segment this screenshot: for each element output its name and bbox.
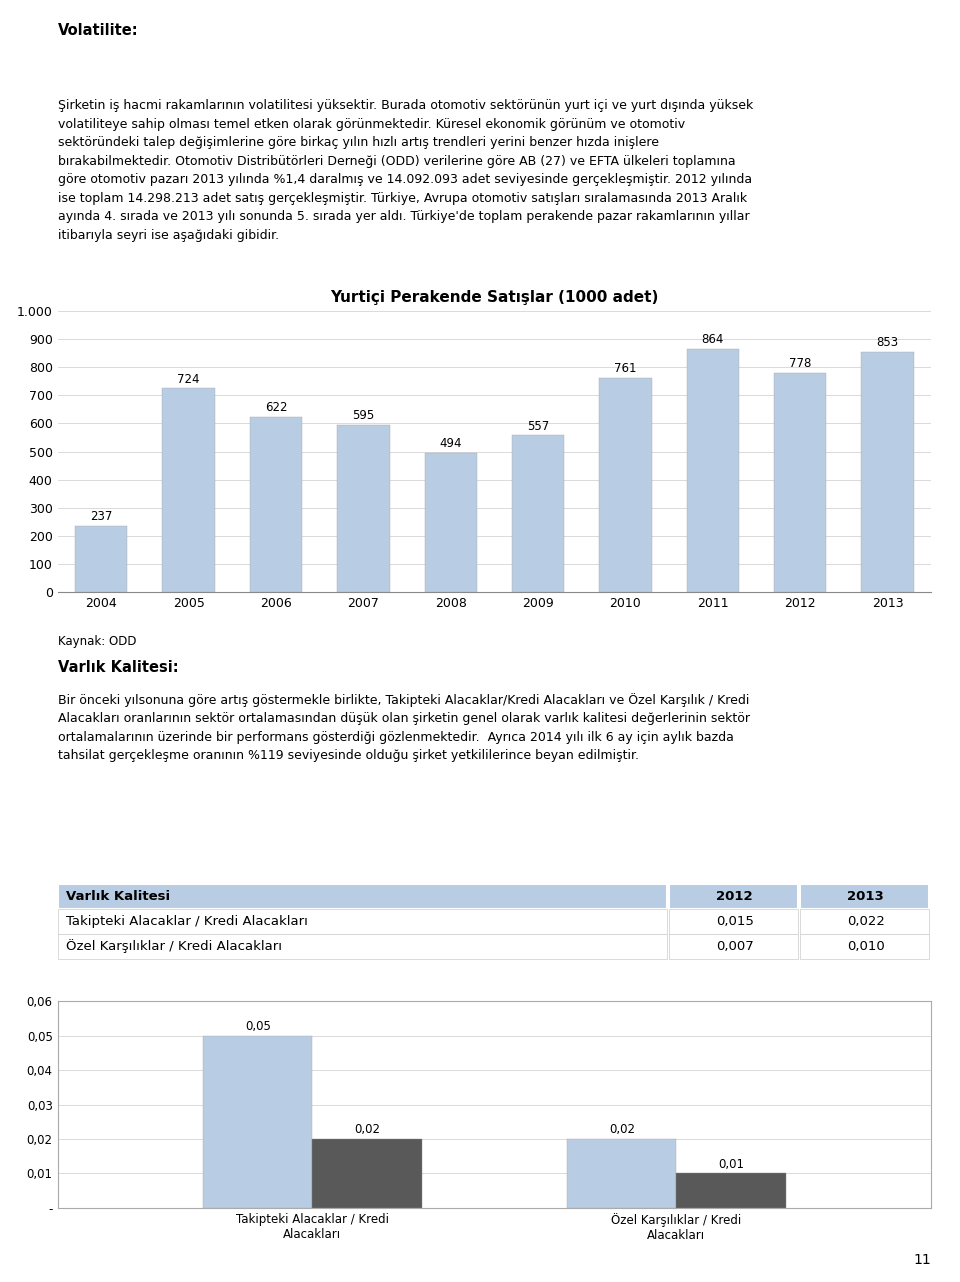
Text: 11: 11	[914, 1253, 931, 1267]
Bar	[250, 417, 302, 592]
FancyBboxPatch shape	[800, 909, 929, 933]
Bar	[162, 388, 215, 592]
Bar	[861, 353, 914, 592]
FancyBboxPatch shape	[800, 933, 929, 959]
Bar	[599, 378, 652, 592]
FancyBboxPatch shape	[669, 933, 799, 959]
Text: 0,007: 0,007	[716, 940, 754, 953]
Text: 761: 761	[614, 363, 636, 376]
Bar	[567, 1138, 677, 1208]
Text: 0,01: 0,01	[718, 1158, 744, 1170]
Bar	[337, 424, 390, 592]
Bar	[677, 1173, 785, 1208]
Text: Varlık Kalitesi:: Varlık Kalitesi:	[58, 659, 179, 674]
FancyBboxPatch shape	[58, 883, 667, 909]
FancyBboxPatch shape	[669, 883, 799, 909]
Text: 0,05: 0,05	[245, 1020, 271, 1033]
FancyBboxPatch shape	[58, 933, 667, 959]
FancyBboxPatch shape	[58, 909, 667, 933]
Bar	[686, 349, 739, 592]
Bar	[204, 1036, 312, 1208]
Text: Varlık Kalitesi: Varlık Kalitesi	[66, 890, 171, 903]
Text: 595: 595	[352, 409, 374, 422]
Text: 864: 864	[702, 333, 724, 346]
Bar	[774, 373, 827, 592]
Text: 557: 557	[527, 419, 549, 432]
Bar	[312, 1138, 421, 1208]
Text: 2013: 2013	[848, 890, 884, 903]
Text: 0,015: 0,015	[716, 915, 754, 928]
Text: Volatilite:: Volatilite:	[58, 23, 138, 38]
Title: Yurtiçi Perakende Satışlar (1000 adet): Yurtiçi Perakende Satışlar (1000 adet)	[330, 291, 659, 305]
Text: 0,02: 0,02	[609, 1123, 635, 1136]
Text: Kaynak: ODD: Kaynak: ODD	[58, 635, 136, 647]
Bar	[424, 454, 477, 592]
Bar	[512, 436, 564, 592]
Text: 0,022: 0,022	[847, 915, 884, 928]
Bar	[75, 526, 128, 592]
Text: 2012: 2012	[716, 890, 753, 903]
Text: 0,02: 0,02	[354, 1123, 380, 1136]
Text: 622: 622	[265, 401, 287, 414]
Text: Şirketin iş hacmi rakamlarının volatilitesi yüksektir. Burada otomotiv sektörünü: Şirketin iş hacmi rakamlarının volatilit…	[58, 100, 753, 242]
Text: 0,010: 0,010	[847, 940, 884, 953]
Text: Özel Karşılıklar / Kredi Alacakları: Özel Karşılıklar / Kredi Alacakları	[66, 940, 282, 954]
FancyBboxPatch shape	[669, 909, 799, 933]
Text: 778: 778	[789, 358, 811, 370]
Text: 853: 853	[876, 336, 899, 350]
Text: 724: 724	[178, 373, 200, 386]
Text: Bir önceki yılsonuna göre artış göstermekle birlikte, Takipteki Alacaklar/Kredi : Bir önceki yılsonuna göre artış gösterme…	[58, 692, 750, 762]
Text: Takipteki Alacaklar / Kredi Alacakları: Takipteki Alacaklar / Kredi Alacakları	[66, 915, 308, 928]
Text: 494: 494	[440, 437, 462, 450]
Text: 237: 237	[90, 510, 112, 523]
FancyBboxPatch shape	[800, 883, 929, 909]
